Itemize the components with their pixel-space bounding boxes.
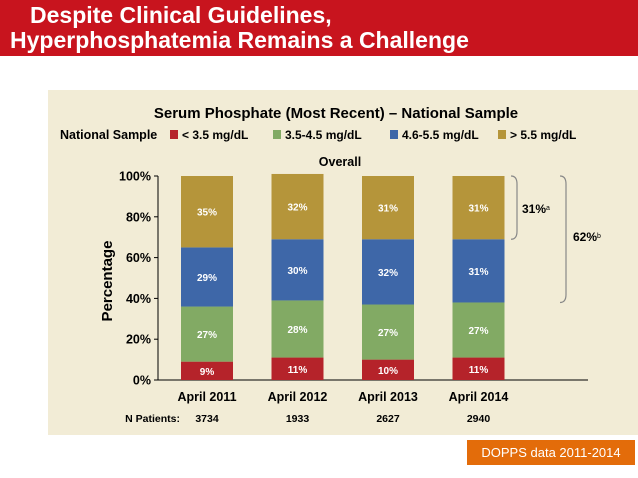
title-banner: Despite Clinical Guidelines, Hyperphosph…: [0, 0, 638, 56]
bar-segment: [271, 239, 324, 301]
legend-swatch: [498, 130, 506, 139]
data-label: 27%: [378, 328, 398, 339]
data-label: 32%: [287, 203, 307, 214]
legend-label: < 3.5 mg/dL: [182, 128, 248, 142]
bar-segment: [452, 302, 505, 358]
n-patients-value: 3734: [195, 413, 219, 425]
bracket-62-percent: [559, 175, 567, 304]
y-tick-label: 80%: [126, 210, 151, 224]
annotation-superscript: b: [597, 233, 601, 240]
legend-title: National Sample: [60, 128, 157, 142]
chart-subtitle: Overall: [319, 155, 361, 169]
bar-segment: [362, 359, 414, 380]
bar-segment: [362, 304, 414, 360]
y-tick-label: 40%: [126, 292, 151, 306]
bar-segment: [271, 300, 324, 358]
legend-label: 4.6-5.5 mg/dL: [402, 128, 479, 142]
legend-label: > 5.5 mg/dL: [510, 128, 576, 142]
data-label: 27%: [197, 330, 217, 341]
legend-label: 3.5-4.5 mg/dL: [285, 128, 362, 142]
data-label: 32%: [378, 268, 398, 279]
data-label: 9%: [200, 367, 215, 378]
data-label: 28%: [287, 325, 307, 336]
data-label: 31%: [378, 204, 398, 215]
bar-segment: [181, 306, 233, 362]
x-tick-label: April 2013: [358, 390, 418, 404]
bar-segment: [452, 357, 505, 380]
data-label: 31%: [468, 267, 488, 278]
data-label: 11%: [288, 365, 308, 376]
n-patients-value: 2940: [467, 413, 491, 425]
data-label: 31%: [468, 204, 488, 215]
data-label: 29%: [197, 273, 217, 284]
y-axis-label: Percentage: [99, 241, 116, 322]
bracket-31-percent: [510, 175, 518, 240]
data-label: 10%: [378, 366, 398, 377]
bar-segment: [271, 173, 324, 240]
y-tick-label: 20%: [126, 333, 151, 347]
data-label: 35%: [197, 208, 217, 219]
data-label: 27%: [468, 326, 488, 337]
n-patients-value: 2627: [376, 413, 400, 425]
data-label: 11%: [469, 365, 489, 376]
data-label: 30%: [287, 266, 307, 277]
bar-segment: [362, 239, 414, 305]
annotation-31-percent: 31%a: [522, 202, 550, 216]
n-patients-label: N Patients:: [125, 413, 180, 425]
bar-segment: [181, 176, 233, 248]
legend-swatch: [273, 130, 281, 139]
slide-title-line2: Hyperphosphatemia Remains a Challenge: [10, 27, 469, 53]
legend-swatch: [390, 130, 398, 139]
bar-segment: [271, 357, 324, 380]
bar-segment: [181, 247, 233, 307]
n-patients-value: 1933: [286, 413, 310, 425]
bar-segment: [181, 361, 233, 380]
annotation-62-percent: 62%b: [573, 230, 601, 244]
x-tick-label: April 2012: [268, 390, 328, 404]
chart-panel: [48, 90, 638, 435]
source-badge: DOPPS data 2011-2014: [467, 440, 635, 465]
y-tick-label: 0%: [133, 374, 151, 388]
x-tick-label: April 2011: [177, 390, 236, 404]
bar-segment: [452, 176, 505, 240]
chart-marks: 0% 20% 40% 60% 80% 100% < 3.5 mg/dL 3.5-4.5 mg/…: [119, 128, 601, 425]
slide-title-line1: Despite Clinical Guidelines,: [30, 2, 332, 28]
chart-title: Serum Phosphate (Most Recent) – National…: [154, 105, 518, 122]
legend-swatch: [170, 130, 178, 139]
x-tick-label: April 2014: [449, 390, 509, 404]
annotation-superscript: a: [546, 205, 550, 212]
bar-segment: [362, 176, 414, 240]
y-tick-label: 100%: [119, 170, 151, 184]
bar-segment: [452, 239, 505, 303]
y-tick-label: 60%: [126, 251, 151, 265]
